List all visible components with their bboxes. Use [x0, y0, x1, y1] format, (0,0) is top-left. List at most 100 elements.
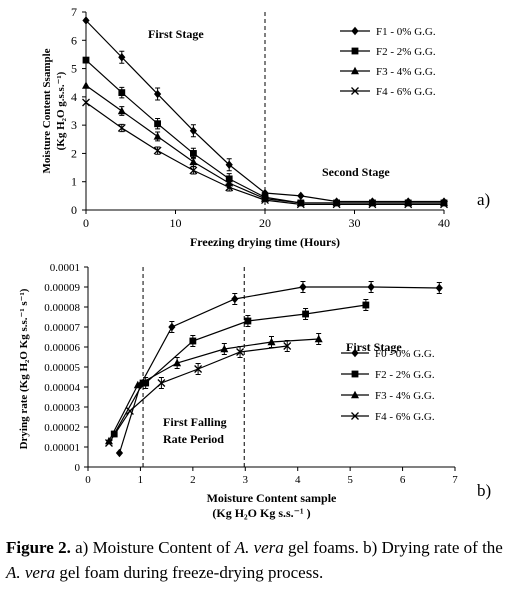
x-tick-label: 20: [259, 216, 271, 230]
x-tick-label: 5: [347, 474, 353, 486]
y-tick-label: 1: [71, 175, 77, 189]
legend-marker-2: [351, 370, 359, 378]
chart-moisture-content: 0 1 2 3 4 5 6 7 0 10 20 30 40 Freezing drying time (H…: [41, 5, 490, 249]
series-line-3: [108, 338, 319, 442]
x-tick-label: 2: [190, 474, 196, 486]
x-axis-label-line2: (Kg H₂O Kg s.s.⁻¹ ): [212, 506, 310, 520]
x-tick-label: 40: [438, 216, 450, 230]
legend-marker-f2: [351, 47, 359, 55]
legend-marker-f3: [351, 66, 359, 75]
data-point-2: [142, 379, 150, 387]
caption-text-3: gel foam during freeze-drying process.: [55, 563, 324, 582]
y-tick-label: 4: [71, 90, 77, 104]
data-point-4: [283, 342, 292, 350]
data-point-f1: [297, 191, 305, 201]
data-point-f4: [261, 196, 269, 205]
legend-label-3: F3 - 4% G.G.: [375, 390, 435, 402]
data-point-4: [157, 379, 166, 387]
data-point-f3: [153, 132, 162, 140]
data-point-f1: [82, 16, 90, 25]
y-tick-label: 0.00005: [44, 362, 80, 374]
data-point-3: [133, 380, 142, 389]
data-point-3: [267, 337, 276, 346]
annotation-falling-line2: Rate Period: [163, 432, 224, 446]
panel-label-a: a): [477, 190, 490, 209]
data-point-f4: [368, 200, 377, 209]
data-point-2: [244, 317, 252, 325]
annotation-second-stage: Second Stage: [322, 165, 390, 179]
data-point-4: [125, 407, 134, 415]
x-tick-label: 6: [400, 474, 406, 486]
y-axis-label-line1: Moisture Content Ssample: [41, 48, 53, 173]
data-point-f2: [190, 150, 197, 157]
y-tick-label: 0.00003: [44, 402, 80, 414]
data-point-4: [194, 365, 203, 373]
y-axis-label-line2: (Kg H₂O g.s.s.⁻¹): [55, 71, 67, 150]
data-point-f2: [82, 56, 90, 64]
y-tick-label: 0.00001: [44, 442, 80, 454]
x-tick-label: 10: [170, 216, 182, 230]
data-point-2: [302, 310, 309, 318]
legend-label-f3: F3 - 4% G.G.: [376, 66, 436, 78]
data-point-1: [367, 282, 375, 292]
data-point-f3: [117, 106, 126, 115]
legend-label-2: F2 - 2% G.G.: [375, 369, 435, 381]
data-point-3: [173, 358, 182, 367]
caption-species-1: A. vera: [234, 538, 284, 557]
x-tick-label: 7: [452, 474, 458, 486]
y-tick-label: 6: [71, 33, 77, 47]
series-line-4: [108, 345, 288, 444]
legend-marker-1: [351, 348, 359, 358]
data-point-2: [189, 337, 197, 345]
legend-marker-f1: [351, 26, 359, 36]
x-tick-label: 4: [295, 474, 301, 486]
y-tick-label: 7: [71, 5, 77, 19]
caption-species-2: A. vera: [6, 563, 56, 582]
y-tick-label: 2: [71, 146, 77, 160]
data-point-1: [435, 283, 443, 293]
data-point-f1: [225, 160, 233, 169]
data-point-f4: [440, 200, 448, 209]
y-tick-label: 0.00006: [44, 342, 80, 354]
panel-label-b: b): [477, 481, 491, 500]
data-point-f4: [404, 200, 413, 209]
y-tick-label: 0.00002: [44, 422, 80, 434]
data-point-f1: [154, 89, 162, 99]
data-point-f4: [332, 200, 341, 209]
data-point-f4: [153, 146, 162, 155]
x-axis-label: Freezing drying time (Hours): [190, 235, 340, 249]
y-tick-label: 0.00009: [44, 282, 80, 294]
legend-label-4: F4 - 6% G.G.: [375, 411, 435, 423]
y-tick-label: 0: [71, 203, 77, 217]
data-point-2: [362, 301, 370, 309]
x-tick-label: 30: [349, 216, 361, 230]
data-point-f3: [189, 157, 198, 166]
y-tick-label: 3: [71, 118, 77, 132]
y-axis-label: Drying rate (Kg H₂O Kg s.s.⁻¹ s⁻¹): [18, 288, 30, 449]
legend-marker-f4: [351, 87, 359, 95]
data-point-f4: [82, 98, 90, 107]
figure-caption: Figure 2. a) Moisture Content of A. vera…: [6, 535, 510, 585]
annotation-first-stage: First Stage: [346, 340, 402, 354]
y-tick-label: 0.00007: [44, 322, 80, 334]
data-point-3: [104, 436, 113, 445]
data-point-3: [220, 344, 229, 353]
figure-caption-label: Figure 2.: [6, 538, 71, 557]
data-point-f1: [189, 126, 197, 135]
x-tick-label: 1: [138, 474, 144, 486]
chart-drying-rate: 0 0.00001 0.00002 0.00003 0.00004 0.00005 0.00…: [18, 262, 491, 520]
data-point-f1: [118, 53, 126, 62]
x-tick-label: 0: [85, 474, 91, 486]
legend-label-f2: F2 - 2% G.G.: [376, 46, 436, 58]
legend-label-f1: F1 - 0% G.G.: [376, 26, 436, 38]
y-tick-label: 0.0001: [50, 262, 80, 274]
y-tick-label: 5: [71, 62, 77, 76]
data-point-f2: [118, 89, 126, 97]
data-point-f2: [154, 120, 161, 128]
caption-text-1: a) Moisture Content of: [70, 538, 235, 557]
x-tick-label: 3: [243, 474, 249, 486]
y-tick-label: 0: [75, 462, 81, 474]
data-point-1: [168, 322, 176, 332]
data-point-f4: [296, 200, 305, 209]
y-tick-label: 0.00008: [44, 302, 80, 314]
